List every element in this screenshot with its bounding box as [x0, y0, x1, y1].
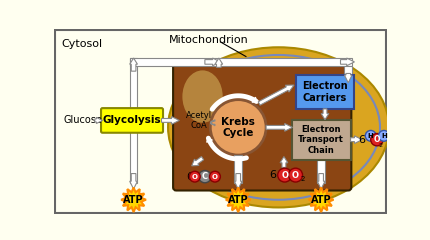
FancyArrow shape	[215, 58, 223, 67]
FancyArrow shape	[130, 174, 138, 189]
Polygon shape	[234, 155, 242, 183]
FancyArrow shape	[252, 97, 257, 102]
Polygon shape	[309, 187, 334, 212]
FancyArrow shape	[162, 117, 179, 124]
Text: 6: 6	[358, 135, 365, 145]
FancyArrow shape	[192, 156, 204, 166]
Text: O: O	[292, 171, 299, 180]
Polygon shape	[121, 187, 146, 212]
Text: Krebs
Cycle: Krebs Cycle	[221, 117, 255, 138]
Circle shape	[199, 170, 211, 183]
FancyArrow shape	[207, 138, 212, 142]
Polygon shape	[130, 58, 352, 66]
Text: H: H	[381, 133, 387, 139]
Text: 6: 6	[270, 170, 276, 180]
Text: Mitochondrion: Mitochondrion	[169, 35, 248, 45]
FancyArrow shape	[130, 58, 138, 71]
Circle shape	[371, 133, 383, 146]
Text: O: O	[374, 135, 380, 144]
Polygon shape	[317, 160, 325, 183]
FancyBboxPatch shape	[173, 63, 351, 191]
Circle shape	[189, 171, 200, 182]
Polygon shape	[226, 187, 251, 212]
Ellipse shape	[168, 47, 389, 207]
Text: 6: 6	[186, 172, 193, 182]
Circle shape	[289, 168, 303, 182]
FancyArrow shape	[350, 136, 362, 144]
FancyArrow shape	[266, 124, 292, 131]
Text: ATP: ATP	[228, 195, 249, 205]
FancyArrow shape	[210, 120, 215, 126]
Text: 2: 2	[301, 176, 305, 182]
Text: O: O	[281, 171, 288, 180]
Text: 2: 2	[378, 143, 382, 148]
Circle shape	[378, 131, 389, 141]
Circle shape	[278, 168, 292, 182]
Text: C: C	[202, 172, 208, 181]
FancyArrow shape	[258, 85, 294, 105]
Ellipse shape	[182, 70, 223, 123]
Text: Electron
Transport
Chain: Electron Transport Chain	[298, 125, 344, 155]
Polygon shape	[130, 131, 138, 183]
FancyBboxPatch shape	[101, 108, 163, 133]
FancyArrow shape	[341, 58, 354, 66]
FancyArrow shape	[234, 174, 242, 189]
FancyBboxPatch shape	[292, 120, 350, 160]
FancyArrow shape	[344, 73, 352, 83]
FancyArrow shape	[317, 174, 325, 189]
Circle shape	[209, 171, 221, 182]
Text: H: H	[368, 133, 374, 139]
Polygon shape	[130, 58, 138, 110]
FancyBboxPatch shape	[55, 30, 386, 213]
FancyArrow shape	[95, 117, 103, 124]
Text: ATP: ATP	[123, 195, 144, 205]
Text: Cytosol: Cytosol	[61, 39, 103, 49]
Text: ATP: ATP	[311, 195, 332, 205]
Text: O: O	[212, 174, 218, 180]
Text: Acetyl
CoA: Acetyl CoA	[186, 111, 212, 130]
Text: Electron
Carriers: Electron Carriers	[302, 81, 348, 103]
FancyArrow shape	[321, 109, 329, 120]
Text: Glucose: Glucose	[63, 115, 102, 126]
FancyBboxPatch shape	[296, 75, 354, 109]
Circle shape	[366, 131, 376, 141]
Circle shape	[210, 100, 266, 155]
Polygon shape	[344, 66, 352, 75]
FancyArrow shape	[205, 58, 220, 66]
Text: O: O	[192, 174, 198, 180]
Text: Glycolysis: Glycolysis	[103, 115, 161, 126]
FancyArrow shape	[280, 157, 288, 168]
